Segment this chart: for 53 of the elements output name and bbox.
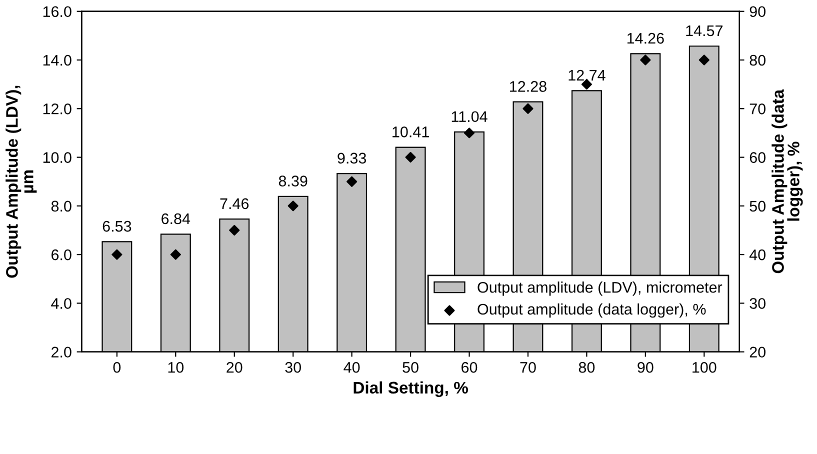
point [522,103,534,114]
x-tick-label: 90 [638,362,654,373]
data-label: 8.39 [278,176,308,186]
point [229,224,240,236]
point [640,54,651,66]
x-tick-label: 50 [402,362,418,373]
y2-axis-title: Output Amplitude (data logger), % [772,89,803,274]
y-tick-label: 14.0 [43,54,72,66]
y2-tick-label: 50 [750,200,766,212]
data-label: 10.41 [392,126,429,138]
y2-tick-label: 40 [749,249,766,260]
y-tick-label: 16.0 [43,6,72,18]
legend-label: Output amplitude (LDV), micrometer [478,282,722,296]
data-label: 6.84 [162,213,190,224]
x-tick-label: 10 [168,362,184,373]
x-tick-label: 40 [344,362,360,373]
data-label: 14.26 [627,32,664,44]
point [112,249,122,260]
y-tick-label: 8.0 [51,200,72,212]
data-label: 12.28 [510,81,546,92]
y2-tick-label: 90 [750,6,766,18]
y-axis-title: Output Amplitude (LDV), µm [6,86,37,278]
point [288,200,298,212]
x-tick-label: 0 [113,362,121,373]
point [346,176,358,187]
point [405,152,416,163]
x-tick-label: 100 [692,362,716,373]
data-label: 9.33 [338,152,366,164]
y2-tick-label: 20 [750,346,766,358]
y2-tick-label: 30 [750,298,766,309]
y2-tick-label: 60 [750,152,766,163]
data-label: 6.53 [102,220,132,232]
x-tick-label: 70 [520,362,536,373]
point [698,54,710,66]
y-tick-label: 6.0 [52,249,72,260]
data-label: 12.74 [568,70,606,81]
point [464,128,475,138]
x-tick-label: 80 [578,362,595,373]
data-label: 7.46 [220,198,249,210]
x-tick-label: 20 [226,362,242,373]
y-tick-label: 4.0 [51,298,72,309]
data-label: 14.57 [686,26,723,36]
x-axis-title: Dial Setting, % [354,381,468,397]
x-tick-label: 60 [462,362,478,373]
y2-tick-label: 80 [750,54,766,66]
y-tick-label: 12.0 [43,104,72,114]
y-tick-label: 2.0 [52,346,72,358]
point [170,249,181,260]
data-label: 11.04 [452,111,488,122]
y-tick-label: 10.0 [43,152,72,163]
x-tick-label: 30 [285,362,301,373]
legend-label: Output amplitude (data logger), % [478,303,706,318]
y2-tick-label: 70 [750,104,766,114]
